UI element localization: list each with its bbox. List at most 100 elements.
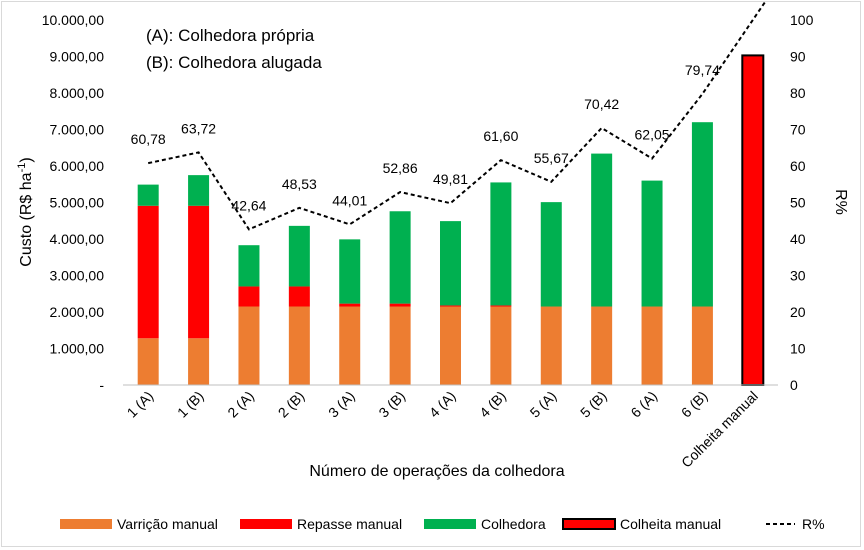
r-percent-data-label: 42,64 [231, 197, 266, 213]
r-percent-line [147, 0, 767, 231]
bar-9-series-0 [591, 306, 613, 385]
r-percent-data-label: 44,01 [332, 192, 367, 208]
y-left-tick-label: 5.000,00 [50, 195, 105, 211]
r-percent-data-label: 70,42 [584, 96, 619, 112]
x-tick-label: 2 (A) [224, 388, 257, 421]
bar-12-series-3 [741, 54, 765, 387]
legend: Varrição manual Repasse manual Colhedora Co… [60, 516, 825, 532]
legend-label: Colhedora [481, 516, 546, 532]
y-left-title-end: ) [18, 157, 35, 162]
y-left-tick-label: 2.000,00 [50, 304, 105, 320]
x-tick-label: 2 (B) [275, 388, 308, 421]
bar-10-series-2 [641, 180, 663, 307]
legend-swatch-3 [562, 518, 616, 530]
bar-4-series-0 [339, 306, 361, 385]
bar-8-series-0 [540, 306, 562, 385]
x-axis-title: Número de operações da colhedora [309, 463, 564, 480]
bar-0-series-0 [137, 338, 159, 385]
bar-2-series-0 [238, 306, 260, 385]
y-left-tick-label: 3.000,00 [50, 268, 105, 284]
r-percent-data-label: 60,78 [131, 131, 166, 147]
y-right-axis-title: R% [832, 189, 849, 215]
bar-4-series-1 [339, 303, 361, 307]
y-left-axis-title: Custo (R$ ha-1) [16, 157, 35, 266]
r-percent-data-label: 48,53 [282, 176, 317, 192]
y-left-tick-label: 8.000,00 [50, 85, 105, 101]
y-right-tick-label: 10 [790, 341, 806, 357]
bar-10-series-0 [641, 306, 663, 385]
y-right-tick-label: 60 [790, 158, 806, 174]
y-left-title-main: Custo (R$ ha [18, 172, 35, 266]
bar-5-series-2 [389, 211, 411, 304]
bar-1-series-0 [188, 338, 210, 385]
legend-label: R% [802, 516, 825, 532]
bar-8-series-2 [540, 202, 562, 307]
bar-1-series-1 [188, 205, 210, 339]
bar-4-series-2 [339, 239, 361, 304]
annotation-a: (A): Colhedora própria [146, 26, 315, 45]
right-axis-ticks: 0 10 20 30 40 50 60 70 80 90 100 [790, 12, 814, 393]
x-tick-label: 6 (B) [678, 388, 711, 421]
r-percent-data-label: 55,67 [534, 150, 569, 166]
annotation-b: (B): Colhedora alugada [146, 53, 322, 72]
y-right-tick-label: 70 [790, 122, 806, 138]
y-right-tick-label: 40 [790, 231, 806, 247]
bar-2-series-1 [238, 286, 260, 307]
r-percent-data-label: 61,60 [483, 128, 518, 144]
r-percent-data-label: 100,00 [725, 0, 768, 1]
bar-1-series-2 [188, 175, 210, 206]
legend-swatch-2 [424, 519, 476, 529]
y-right-tick-label: 30 [790, 268, 806, 284]
x-axis-ticks: 1 (A) 1 (B) 2 (A) 2 (B) 3 (A) 3 (B) 4 (A) 4 (B)… [124, 388, 761, 471]
bars-layer [137, 54, 765, 387]
bar-5-series-0 [389, 306, 411, 385]
bar-0-series-2 [137, 184, 159, 206]
y-left-tick-label: 9.000,00 [50, 49, 105, 65]
x-tick-label: 3 (B) [375, 388, 408, 421]
legend-swatch-0 [60, 519, 112, 529]
r-percent-data-label: 52,86 [383, 160, 418, 176]
legend-label: Varrição manual [117, 516, 218, 532]
bar-7-series-2 [490, 182, 512, 306]
bar-9-series-2 [591, 153, 613, 307]
left-axis-ticks: - 1.000,00 2.000,00 3.000,00 4.000,00 5.000,0… [42, 12, 105, 393]
x-tick-label: 5 (B) [577, 388, 610, 421]
x-tick-label: 1 (A) [124, 388, 157, 421]
bar-7-series-0 [490, 306, 512, 385]
bar-11-series-2 [691, 122, 713, 307]
bar-6-series-0 [440, 306, 461, 385]
bar-2-series-2 [238, 245, 260, 287]
x-tick-label: 1 (B) [174, 388, 207, 421]
y-right-tick-label: 20 [790, 304, 806, 320]
r-percent-line-layer [147, 0, 767, 231]
bar-3-series-1 [288, 286, 310, 307]
x-tick-label: 4 (A) [426, 388, 459, 421]
r-percent-data-label: 49,81 [433, 171, 468, 187]
legend-swatch-1 [240, 519, 292, 529]
r-percent-data-label: 79,74 [685, 62, 720, 78]
r-percent-data-label: 63,72 [181, 120, 216, 136]
y-right-tick-label: 100 [790, 12, 814, 28]
y-right-tick-label: 50 [790, 195, 806, 211]
bar-6-series-2 [440, 221, 461, 306]
y-left-title-sup: -1 [16, 163, 28, 173]
y-right-tick-label: 80 [790, 85, 806, 101]
bar-3-series-2 [288, 225, 310, 287]
y-right-tick-label: 90 [790, 49, 806, 65]
bar-6-series-1 [440, 305, 461, 307]
y-left-tick-label: 4.000,00 [50, 231, 105, 247]
legend-label: Colheita manual [620, 516, 721, 532]
bar-11-series-0 [691, 306, 713, 385]
y-right-tick-label: 0 [790, 377, 798, 393]
y-left-tick-label: 7.000,00 [50, 122, 105, 138]
legend-label: Repasse manual [297, 516, 402, 532]
line-data-labels: 60,78 63,72 42,64 48,53 44,01 52,86 49,81 61,60… [131, 0, 769, 213]
x-tick-label: 6 (A) [627, 388, 660, 421]
bar-5-series-1 [389, 303, 411, 307]
x-tick-label: 3 (A) [325, 388, 358, 421]
y-left-tick-label: 6.000,00 [50, 158, 105, 174]
bar-7-series-1 [490, 305, 512, 307]
y-left-tick-label: - [99, 377, 104, 393]
